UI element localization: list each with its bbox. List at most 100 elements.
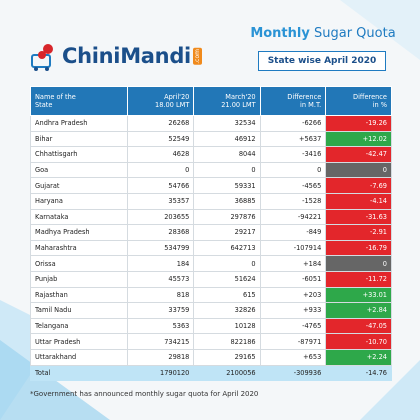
- percent-cell: +2.84: [325, 302, 392, 319]
- state-cell: Bihar: [29, 130, 129, 148]
- header-row: Name of the State April'20 18.00 LMT March'2…: [29, 86, 392, 116]
- table-row: Uttarakhand 29818 29165 +653 +2.24: [29, 348, 392, 366]
- value-cell: -6266: [259, 115, 327, 132]
- value-cell: 734215: [127, 333, 195, 350]
- percent-cell: -42.47: [325, 146, 392, 163]
- value-cell: 33759: [127, 302, 195, 319]
- value-cell: 54766: [127, 177, 195, 194]
- state-cell: Karnataka: [29, 208, 129, 226]
- state-cell: Orissa: [29, 255, 129, 272]
- percent-cell: -10.70: [325, 333, 392, 350]
- table-row: Bihar 52549 46912 +5637 +12.02: [29, 130, 392, 148]
- value-cell: 29165: [193, 348, 261, 366]
- value-cell: +933: [259, 302, 327, 319]
- table-row: Maharashtra 534799 642713 -107914 -16.79: [29, 239, 392, 257]
- table-body: Andhra Pradesh 26268 32534 -6266 -19.26 Bihar…: [29, 115, 392, 382]
- value-cell: 0: [127, 161, 195, 179]
- table-row: Uttar Pradesh 734215 822186 -87971 -10.70: [29, 333, 392, 350]
- header-line: 21.00 LMT: [221, 101, 256, 109]
- value-cell: 46912: [193, 130, 261, 148]
- state-cell: Telangana: [29, 317, 129, 335]
- percent-cell: -31.63: [325, 208, 392, 226]
- brand-name: ChiniMandi: [62, 44, 191, 68]
- table-row: Andhra Pradesh 26268 32534 -6266 -19.26: [29, 115, 392, 132]
- value-cell: -6051: [259, 270, 327, 288]
- value-cell: 0: [193, 255, 261, 272]
- title-rest: Sugar Quota: [313, 26, 396, 41]
- table-row: Haryana 35357 36885 -1528 -4.14: [29, 192, 392, 210]
- percent-cell: -2.91: [325, 224, 392, 241]
- header-line: 18.00 LMT: [155, 101, 190, 109]
- value-cell: 10128: [193, 317, 261, 335]
- value-cell: +5637: [259, 130, 327, 148]
- logo: ChiniMandi .com: [30, 38, 202, 74]
- value-cell: -94221: [259, 208, 327, 226]
- table-row: Telangana 5363 10128 -4765 -47.05: [29, 317, 392, 335]
- value-cell: 0: [193, 161, 261, 179]
- state-cell: Uttar Pradesh: [29, 333, 129, 350]
- state-cell: Haryana: [29, 192, 129, 210]
- brand-suffix: .com: [192, 47, 202, 65]
- subtitle: State wise April 2020: [258, 51, 386, 71]
- column-header: March'20 21.00 LMT: [193, 86, 261, 116]
- value-cell: -4565: [259, 177, 327, 194]
- state-cell: Maharashtra: [29, 239, 129, 257]
- state-cell: Tamil Nadu: [29, 302, 129, 319]
- header-line: March'20: [225, 93, 256, 101]
- percent-cell: -47.05: [325, 317, 392, 335]
- state-cell: Andhra Pradesh: [29, 115, 129, 132]
- value-cell: 297876: [193, 208, 261, 226]
- percent-cell: -14.76: [325, 364, 392, 382]
- table-row: Punjab 45573 51624 -6051 -11.72: [29, 270, 392, 288]
- logo-icon: [31, 44, 53, 71]
- header-line: Name of the: [35, 93, 76, 101]
- table-row: Madhya Pradesh 28368 29217 -849 -2.91: [29, 224, 392, 241]
- header-line: April'20: [164, 93, 190, 101]
- state-cell: Total: [29, 364, 129, 382]
- header-line: in %: [372, 101, 387, 109]
- value-cell: 36885: [193, 192, 261, 210]
- value-cell: 45573: [127, 270, 195, 288]
- state-cell: Rajasthan: [29, 286, 129, 304]
- value-cell: 534799: [127, 239, 195, 257]
- value-cell: 818: [127, 286, 195, 304]
- title: Monthly Sugar Quota: [238, 26, 408, 41]
- value-cell: 615: [193, 286, 261, 304]
- percent-cell: 0: [325, 161, 392, 179]
- title-bold: Monthly: [250, 26, 310, 41]
- value-cell: 35357: [127, 192, 195, 210]
- state-cell: Uttarakhand: [29, 348, 129, 366]
- header-line: Difference: [287, 93, 322, 101]
- value-cell: +653: [259, 348, 327, 366]
- value-cell: -1528: [259, 192, 327, 210]
- percent-cell: -4.14: [325, 192, 392, 210]
- value-cell: 29818: [127, 348, 195, 366]
- value-cell: 2100056: [193, 364, 261, 382]
- value-cell: 32826: [193, 302, 261, 319]
- footnote: *Government has announced monthly sugar …: [30, 390, 259, 398]
- value-cell: -309936: [259, 364, 327, 382]
- total-row: Total 1790120 2100056 -309936 -14.76: [29, 364, 392, 382]
- percent-cell: +33.01: [325, 286, 392, 304]
- value-cell: 184: [127, 255, 195, 272]
- value-cell: +203: [259, 286, 327, 304]
- value-cell: -4765: [259, 317, 327, 335]
- table-row: Rajasthan 818 615 +203 +33.01: [29, 286, 392, 304]
- value-cell: +184: [259, 255, 327, 272]
- value-cell: 26268: [127, 115, 195, 132]
- value-cell: 4628: [127, 146, 195, 163]
- state-cell: Madhya Pradesh: [29, 224, 129, 241]
- quota-table: Name of the State April'20 18.00 LMT March'2…: [29, 86, 392, 382]
- value-cell: 29217: [193, 224, 261, 241]
- percent-cell: +2.24: [325, 348, 392, 366]
- table-row: Chhattisgarh 4628 8044 -3416 -42.47: [29, 146, 392, 163]
- table-row: Gujarat 54766 59331 -4565 -7.69: [29, 177, 392, 194]
- state-cell: Goa: [29, 161, 129, 179]
- column-header: April'20 18.00 LMT: [127, 86, 195, 116]
- percent-cell: -19.26: [325, 115, 392, 132]
- value-cell: -87971: [259, 333, 327, 350]
- value-cell: 642713: [193, 239, 261, 257]
- state-cell: Punjab: [29, 270, 129, 288]
- value-cell: -107914: [259, 239, 327, 257]
